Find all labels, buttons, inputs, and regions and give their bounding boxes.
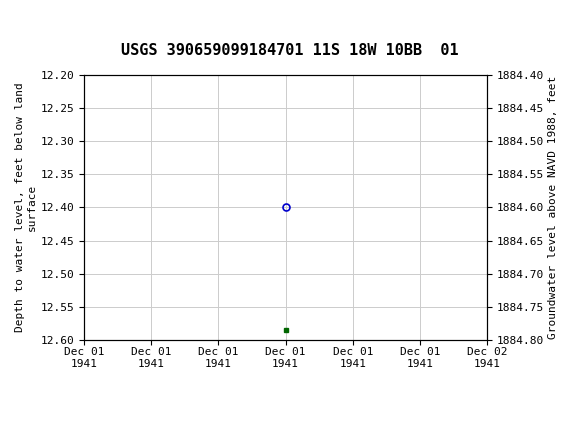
Y-axis label: Groundwater level above NAVD 1988, feet: Groundwater level above NAVD 1988, feet [548,76,559,339]
Legend: Period of approved data: Period of approved data [188,426,383,430]
Text: ≡USGS: ≡USGS [8,9,78,28]
Text: USGS 390659099184701 11S 18W 10BB  01: USGS 390659099184701 11S 18W 10BB 01 [121,43,459,58]
Y-axis label: Depth to water level, feet below land
surface: Depth to water level, feet below land su… [15,83,37,332]
